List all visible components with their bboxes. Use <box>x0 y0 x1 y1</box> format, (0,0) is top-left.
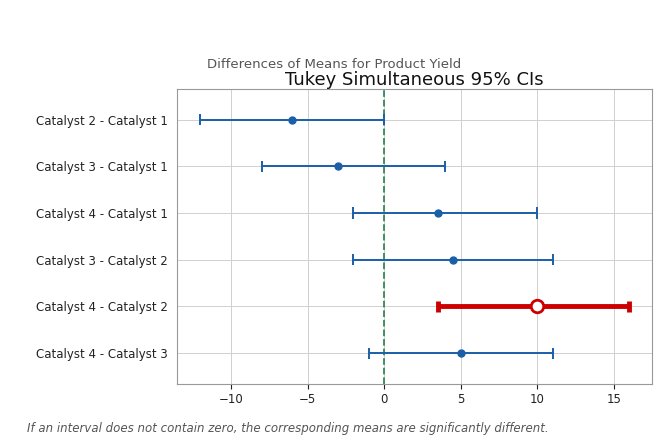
Text: Differences of Means for Product Yield: Differences of Means for Product Yield <box>207 58 462 71</box>
Title: Tukey Simultaneous 95% CIs: Tukey Simultaneous 95% CIs <box>286 71 544 89</box>
Text: If an interval does not contain zero, the corresponding means are significantly : If an interval does not contain zero, th… <box>27 422 549 435</box>
